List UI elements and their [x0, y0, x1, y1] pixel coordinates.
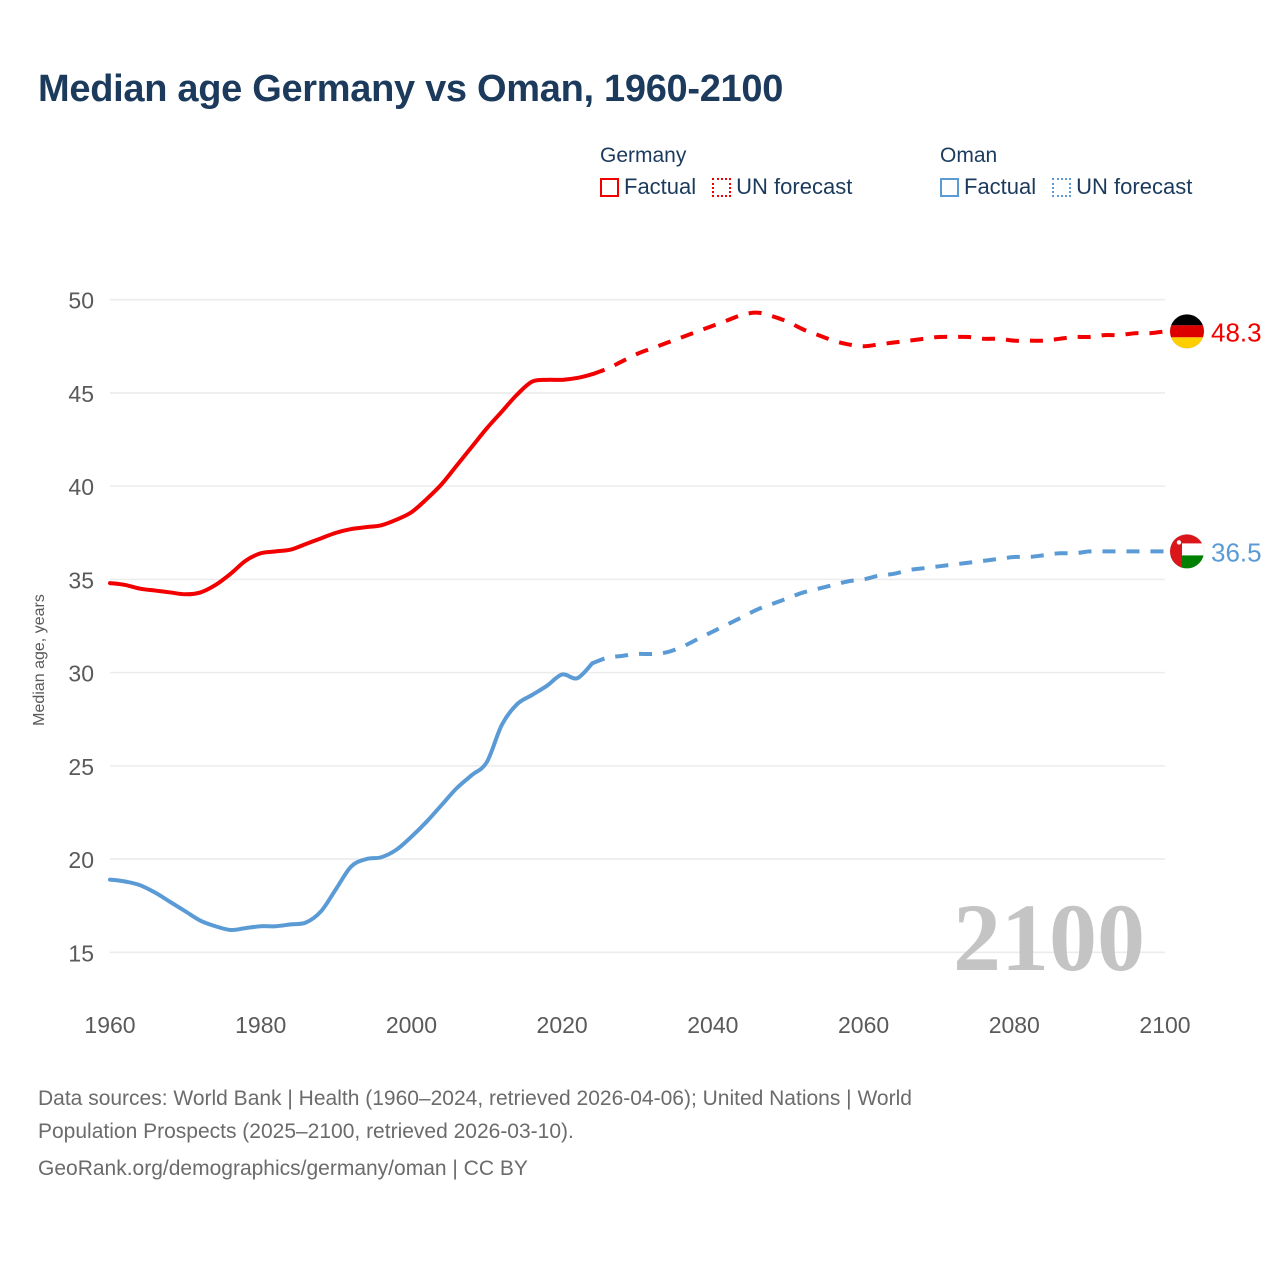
- x-tick-label: 2100: [1139, 1012, 1190, 1038]
- x-tick-label: 2060: [838, 1012, 889, 1038]
- y-tick-label: 40: [68, 474, 94, 500]
- legend-label-germany-forecast: UN forecast: [736, 174, 853, 199]
- end-marker-germany: 48.3: [1169, 313, 1262, 349]
- series-line-forecast-oman: [591, 549, 1165, 666]
- dotted-line-swatch-icon: [1052, 177, 1072, 197]
- legend-country-oman: Oman: [940, 144, 998, 167]
- gridlines: [110, 298, 1165, 954]
- y-axis-ticks: 15 20 25 30 35 40 45 50: [68, 288, 94, 967]
- legend-row-oman: Factual UN forecast: [940, 174, 1192, 200]
- x-tick-label: 2000: [386, 1012, 437, 1038]
- dotted-line-swatch-icon: [712, 177, 732, 197]
- legend-item-oman-forecast[interactable]: UN forecast: [1052, 174, 1192, 200]
- end-marker-oman: 36.5: [1169, 533, 1262, 569]
- end-value-label-germany: 48.3: [1211, 317, 1262, 347]
- y-tick-label: 50: [68, 288, 94, 314]
- y-tick-label: 35: [68, 567, 94, 593]
- legend-group-germany: Germany Factual UN forecast: [600, 144, 852, 200]
- x-tick-label: 2080: [989, 1012, 1040, 1038]
- y-axis-label: Median age, years: [31, 594, 48, 726]
- page-title: Median age Germany vs Oman, 1960-2100: [38, 68, 784, 110]
- end-value-label-oman: 36.5: [1211, 537, 1262, 567]
- y-tick-label: 45: [68, 381, 94, 407]
- legend-group-oman: Oman Factual UN forecast: [940, 144, 1192, 200]
- legend-country-germany: Germany: [600, 144, 687, 167]
- x-tick-label: 1980: [235, 1012, 286, 1038]
- series-line-factual-oman: [108, 661, 595, 933]
- x-tick-label: 2040: [687, 1012, 738, 1038]
- y-tick-label: 25: [68, 754, 94, 780]
- legend-label-oman-factual: Factual: [964, 174, 1037, 199]
- footer-credits: Data sources: World Bank | Health (1960–…: [38, 1082, 1168, 1185]
- x-tick-label: 1960: [84, 1012, 135, 1038]
- footer-line-3[interactable]: GeoRank.org/demographics/germany/oman | …: [38, 1157, 528, 1180]
- oman-flag-icon: [1170, 534, 1204, 569]
- chart-legend: Germany Factual UN forecast Oman Factual: [600, 144, 1260, 224]
- y-tick-label: 15: [68, 940, 94, 966]
- x-tick-label: 2020: [537, 1012, 588, 1038]
- legend-row-germany: Factual UN forecast: [600, 174, 852, 200]
- series-lines: [108, 310, 1166, 933]
- x-axis-ticks: 1960 1980 2000 2020 2040 2060 2080 2100: [84, 1012, 1190, 1038]
- year-watermark: 2100: [953, 884, 1145, 991]
- legend-item-germany-factual[interactable]: Factual: [600, 174, 696, 200]
- germany-flag-icon: [1170, 314, 1204, 349]
- series-line-forecast-germany: [591, 310, 1166, 377]
- legend-item-oman-factual[interactable]: Factual: [940, 174, 1036, 200]
- solid-line-swatch-icon: [600, 177, 619, 197]
- y-tick-label: 20: [68, 847, 94, 873]
- footer-line-1: Data sources: World Bank | Health (1960–…: [38, 1087, 912, 1110]
- line-chart: 15 20 25 30 35 40 45 50 1960 1980 2000 2020 2040 206…: [31, 288, 1262, 1038]
- chart-area: 15 20 25 30 35 40 45 50 1960 1980 2000 2020 2040 206…: [0, 230, 1280, 1070]
- legend-label-germany-factual: Factual: [624, 174, 697, 199]
- footer-line-2: Population Prospects (2025–2100, retriev…: [38, 1120, 574, 1143]
- legend-item-germany-forecast[interactable]: UN forecast: [712, 174, 852, 200]
- y-tick-label: 30: [68, 661, 94, 687]
- series-line-factual-germany: [108, 372, 595, 597]
- series-end-markers: 48.3 36.5: [1169, 313, 1262, 569]
- legend-label-oman-forecast: UN forecast: [1076, 174, 1193, 199]
- solid-line-swatch-icon: [940, 177, 959, 197]
